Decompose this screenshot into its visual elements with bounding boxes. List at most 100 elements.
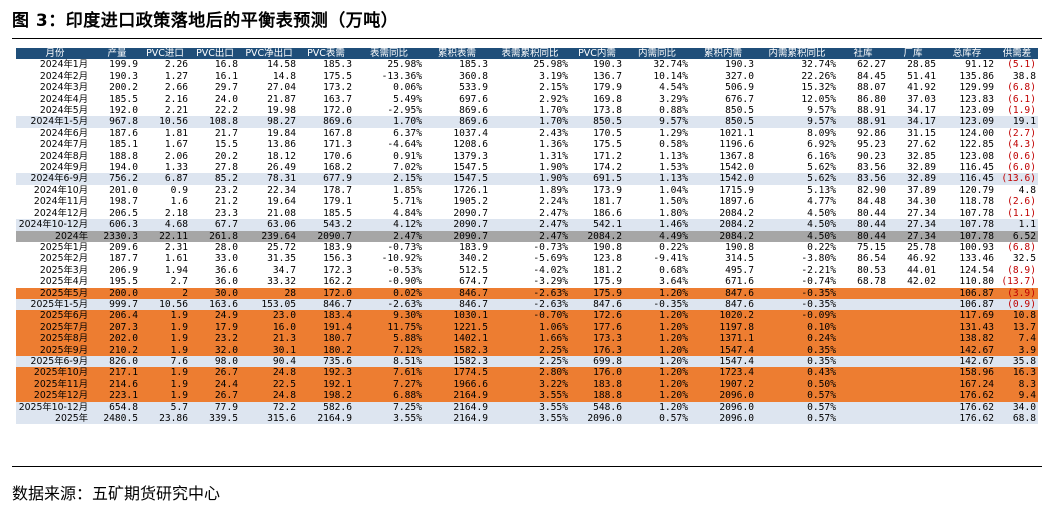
table-cell: 2.80% [490, 367, 570, 379]
table-cell [838, 378, 888, 391]
table-cell: 3.55% [490, 390, 570, 402]
table-cell: 23.86 [140, 413, 190, 425]
table-cell: 123.8 [570, 253, 624, 265]
table-row: 2024年6-9月 756.2 6.87 85.2 78.31 677.9 2.15% 154… [16, 173, 1038, 185]
table-cell: 116.45 [938, 173, 996, 185]
table-cell: 33.32 [240, 276, 298, 288]
table-cell [888, 378, 938, 391]
table-cell: 1726.1 [424, 184, 490, 197]
table-cell: 1.9 [140, 367, 190, 379]
table-cell: 1547.5 [424, 173, 490, 185]
table-cell: 190.3 [690, 59, 756, 71]
table-cell: 1542.0 [690, 173, 756, 185]
table-cell: 185.5 [298, 207, 354, 220]
table-cell: 27.34 [888, 230, 938, 242]
table-cell: 1.20% [624, 390, 690, 402]
table-cell: 88.91 [838, 105, 888, 117]
table-cell: 27.8 [190, 162, 240, 174]
table-cell: 1.9 [140, 321, 190, 334]
table-cell: 1.20% [624, 401, 690, 413]
table-cell: 5.88% [354, 333, 424, 345]
table-cell: 37.89 [888, 184, 938, 197]
table-cell: 29.7 [190, 82, 240, 94]
table-row: 2024年10-12月 606.3 4.68 67.7 63.06 543.2 4.12% 2… [16, 219, 1038, 231]
table-cell: 80.44 [838, 219, 888, 231]
table-cell: 1.9 [140, 378, 190, 391]
table-cell: 3.9 [996, 344, 1038, 356]
row-label: 2025年4月 [16, 276, 94, 288]
table-cell: 1774.5 [424, 367, 490, 379]
table-cell [838, 321, 888, 334]
table-cell: -0.73% [354, 241, 424, 254]
table-cell [888, 287, 938, 299]
table-cell: 4.49% [624, 230, 690, 242]
table-cell [838, 333, 888, 345]
table-cell: 1.20% [624, 344, 690, 356]
table-row: 2025年9月 210.2 1.9 32.0 30.1 180.2 7.12% 1582.3 2… [16, 344, 1038, 356]
table-cell: 1402.1 [424, 333, 490, 345]
table-cell: 190.3 [570, 59, 624, 71]
table-cell: 1.50% [624, 196, 690, 208]
table-cell: 116.45 [938, 162, 996, 174]
table-row: 2025年10-12月 654.8 5.7 77.9 72.2 582.6 7.25% 216… [16, 401, 1038, 413]
table-row: 2025年6月 206.4 1.9 24.9 23.0 183.4 9.30% 1030.1-… [16, 310, 1038, 322]
table-cell: 2.31 [140, 241, 190, 254]
table-cell: 1030.1 [424, 310, 490, 322]
table-cell: 548.6 [570, 401, 624, 413]
table-cell: 3.19% [490, 70, 570, 83]
row-label: 2025年9月 [16, 344, 94, 356]
table-cell: 163.6 [190, 298, 240, 311]
table-cell: 261.8 [190, 230, 240, 242]
table-cell: (13.6) [996, 173, 1038, 185]
table-cell: 183.9 [298, 241, 354, 254]
table-cell: 13.7 [996, 321, 1038, 334]
table-cell: -2.63% [490, 298, 570, 311]
table-cell: 91.12 [938, 59, 996, 71]
table-cell: 32.5 [996, 253, 1038, 265]
table-cell: 34.17 [888, 116, 938, 128]
table-row: 2025年8月 202.0 1.9 23.2 21.3 180.7 5.88% 1402.1 1… [16, 333, 1038, 345]
table-cell: 2096.0 [690, 413, 756, 425]
table-cell: (4.3) [996, 139, 1038, 151]
table-cell: 0.24% [756, 333, 838, 345]
table-cell: 28.85 [888, 59, 938, 71]
table-row: 2025年10月 217.1 1.9 26.7 24.8 192.3 7.61% 1774.5… [16, 367, 1038, 379]
table-cell: 1208.6 [424, 139, 490, 151]
table-cell: 21.87 [240, 93, 298, 106]
table-cell: -9.41% [624, 253, 690, 265]
table-cell: 1.9 [140, 333, 190, 345]
table-cell: 37.03 [888, 93, 938, 106]
table-cell: 512.5 [424, 264, 490, 277]
table-cell: 1.85% [354, 184, 424, 197]
table-cell: 0.10% [756, 321, 838, 334]
table-cell: 6.37% [354, 127, 424, 140]
column-header: PVC表需 [298, 48, 354, 60]
table-cell: 34.0 [996, 401, 1038, 413]
row-label: 2024年2月 [16, 70, 94, 83]
table-cell [838, 355, 888, 368]
table-cell: (1.1) [996, 207, 1038, 220]
table-cell: 131.43 [938, 321, 996, 334]
table-cell: 223.1 [94, 390, 140, 402]
table-cell: 206.4 [94, 310, 140, 322]
table-cell: 167.24 [938, 378, 996, 391]
table-cell: 239.64 [240, 230, 298, 242]
row-label: 2024年10-12月 [16, 219, 94, 231]
row-label: 2024年9月 [16, 162, 94, 174]
table-cell: 32.74% [756, 59, 838, 71]
table-cell: 27.34 [888, 207, 938, 220]
table-cell: 22.5 [240, 378, 298, 391]
table-cell: 171.2 [570, 150, 624, 163]
table-cell [888, 367, 938, 379]
row-label: 2024年6月 [16, 127, 94, 140]
table-cell: 1907.2 [690, 378, 756, 391]
table-cell: 3.55% [354, 413, 424, 425]
table-cell: 24.9 [190, 310, 240, 322]
table-cell: 176.62 [938, 390, 996, 402]
table-cell: 172.0 [298, 287, 354, 299]
table-cell: 26.7 [190, 367, 240, 379]
table-cell: 7.6 [140, 355, 190, 368]
table-cell: 44.01 [888, 264, 938, 277]
table-cell: 4.54% [624, 82, 690, 94]
table-cell: 175.9 [570, 276, 624, 288]
